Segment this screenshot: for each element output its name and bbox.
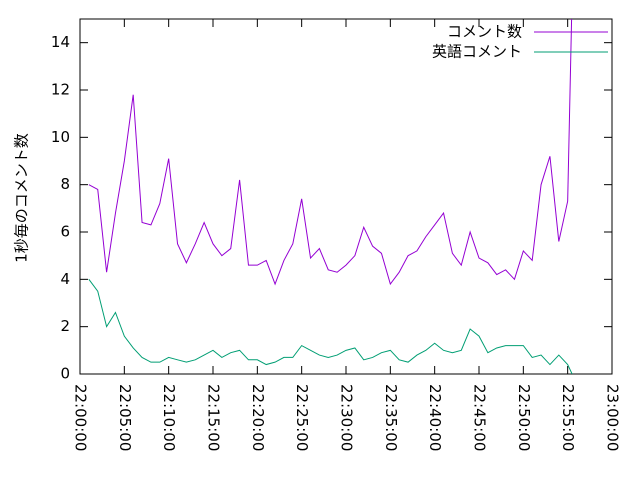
y-tick-label: 8 xyxy=(60,175,70,193)
x-tick-label: 22:45:00 xyxy=(471,384,489,451)
x-tick-label: 22:20:00 xyxy=(249,384,267,451)
data-line xyxy=(88,19,573,286)
y-tick-label: 0 xyxy=(60,365,70,383)
x-tick-label: 22:40:00 xyxy=(426,384,444,451)
x-tick-label: 22:55:00 xyxy=(559,384,577,451)
x-tick-label: 22:50:00 xyxy=(515,384,533,451)
data-line xyxy=(88,279,573,374)
y-tick-label: 14 xyxy=(51,33,70,51)
y-tick-label: 2 xyxy=(60,317,70,335)
x-tick-label: 22:15:00 xyxy=(205,384,223,451)
plot-frame xyxy=(79,18,613,375)
legend-label: 英語コメント xyxy=(432,43,522,61)
y-tick-label: 6 xyxy=(60,223,70,241)
y-tick-label: 10 xyxy=(51,128,70,146)
y-axis-label: 1秒毎のコメント数 xyxy=(13,133,31,263)
y-tick-label: 4 xyxy=(60,270,70,288)
y-tick-label: 12 xyxy=(51,81,70,99)
x-tick-label: 22:10:00 xyxy=(160,384,178,451)
x-tick-label: 23:00:00 xyxy=(604,384,622,451)
legend-label: コメント数 xyxy=(447,23,522,41)
x-tick-label: 22:35:00 xyxy=(382,384,400,451)
x-tick-label: 22:05:00 xyxy=(116,384,134,451)
plot-area xyxy=(88,19,573,374)
x-tick-label: 22:25:00 xyxy=(293,384,311,451)
x-tick-label: 22:00:00 xyxy=(72,384,90,451)
x-tick-label: 22:30:00 xyxy=(338,384,356,451)
